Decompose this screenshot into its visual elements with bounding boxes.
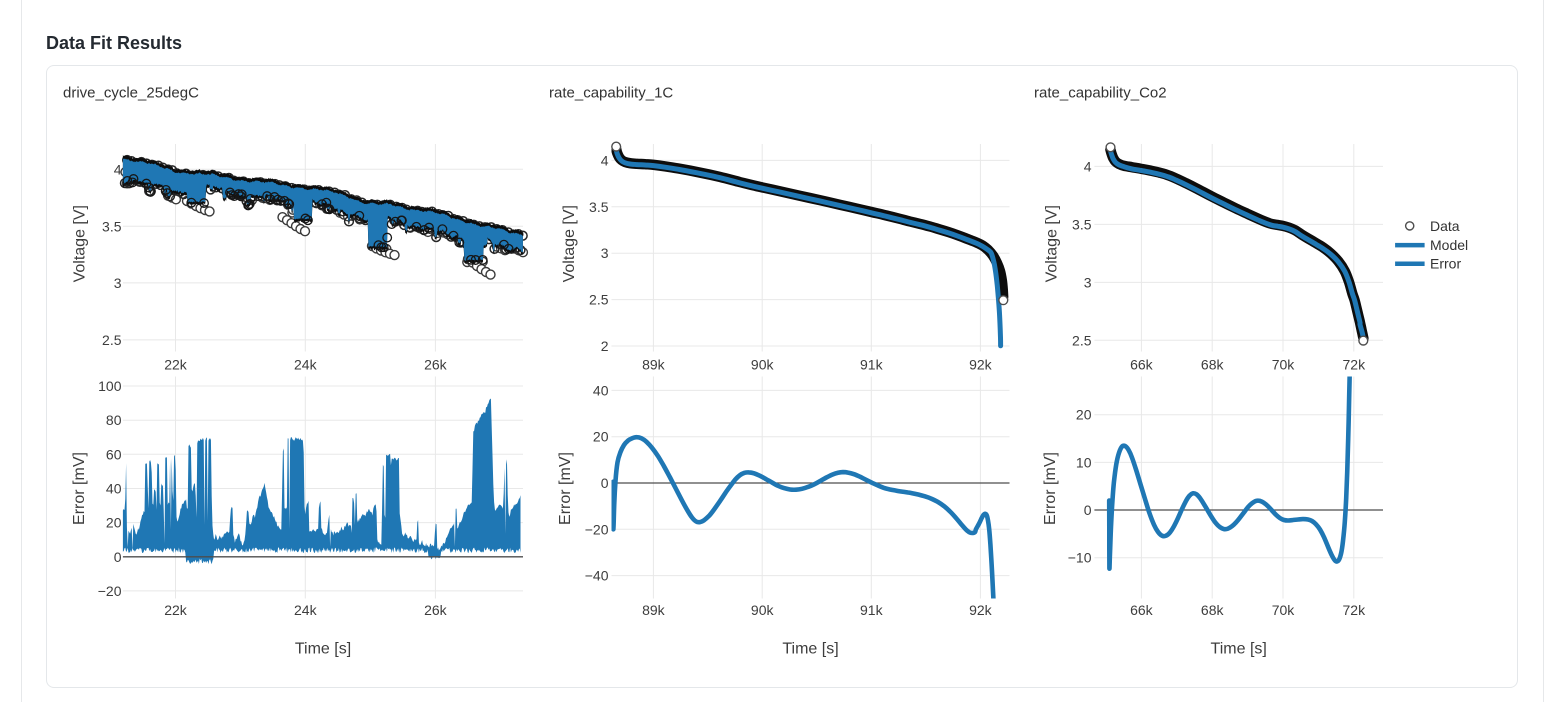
svg-text:rate_capability_1C: rate_capability_1C (549, 85, 673, 102)
svg-text:22k: 22k (164, 357, 188, 373)
svg-text:Error [mV]: Error [mV] (557, 452, 574, 525)
svg-text:2.5: 2.5 (102, 332, 122, 348)
svg-text:72k: 72k (1343, 357, 1367, 373)
svg-text:rate_capability_Co2: rate_capability_Co2 (1034, 85, 1167, 102)
svg-text:70k: 70k (1272, 602, 1296, 618)
svg-text:Time [s]: Time [s] (782, 641, 838, 658)
svg-text:−20: −20 (585, 521, 609, 537)
svg-text:24k: 24k (294, 357, 318, 373)
svg-text:20: 20 (593, 429, 609, 445)
svg-text:Error [mV]: Error [mV] (1042, 452, 1059, 525)
svg-text:Error [mV]: Error [mV] (71, 452, 88, 525)
svg-text:4: 4 (601, 152, 609, 168)
svg-text:100: 100 (98, 378, 122, 394)
svg-text:2.5: 2.5 (1072, 332, 1092, 348)
svg-text:26k: 26k (424, 602, 448, 618)
svg-text:91k: 91k (860, 357, 884, 373)
svg-text:72k: 72k (1343, 602, 1367, 618)
svg-text:3: 3 (114, 275, 122, 291)
svg-text:Error: Error (1430, 256, 1461, 272)
svg-text:20: 20 (1076, 407, 1092, 423)
svg-text:2.5: 2.5 (589, 292, 609, 308)
svg-text:2: 2 (601, 338, 609, 354)
svg-text:Data: Data (1430, 218, 1460, 234)
svg-text:Voltage [V]: Voltage [V] (72, 205, 89, 282)
svg-text:91k: 91k (860, 602, 884, 618)
svg-text:3: 3 (601, 245, 609, 261)
svg-text:92k: 92k (969, 357, 993, 373)
svg-text:22k: 22k (164, 602, 188, 618)
svg-text:Time [s]: Time [s] (1211, 641, 1267, 658)
svg-text:0: 0 (601, 475, 609, 491)
svg-text:66k: 66k (1130, 602, 1154, 618)
svg-text:26k: 26k (424, 357, 448, 373)
svg-text:3: 3 (1084, 274, 1092, 290)
svg-text:3.5: 3.5 (102, 218, 122, 234)
svg-text:0: 0 (114, 549, 122, 565)
svg-text:Model: Model (1430, 237, 1468, 253)
svg-text:68k: 68k (1201, 602, 1225, 618)
svg-text:drive_cycle_25degC: drive_cycle_25degC (63, 85, 199, 102)
svg-text:Voltage [V]: Voltage [V] (1044, 205, 1061, 282)
svg-text:60: 60 (106, 446, 122, 462)
svg-text:40: 40 (593, 382, 609, 398)
svg-text:−20: −20 (98, 583, 122, 599)
svg-text:4: 4 (114, 161, 122, 177)
svg-text:66k: 66k (1130, 357, 1154, 373)
svg-text:80: 80 (106, 412, 122, 428)
svg-text:Voltage [V]: Voltage [V] (561, 205, 578, 282)
svg-text:90k: 90k (751, 602, 775, 618)
svg-text:90k: 90k (751, 357, 775, 373)
svg-text:89k: 89k (642, 602, 666, 618)
svg-text:3.5: 3.5 (1072, 216, 1092, 232)
svg-text:20: 20 (106, 515, 122, 531)
svg-text:70k: 70k (1272, 357, 1296, 373)
svg-text:3.5: 3.5 (589, 199, 609, 215)
svg-text:0: 0 (1084, 502, 1092, 518)
svg-text:4: 4 (1084, 158, 1092, 174)
svg-text:10: 10 (1076, 454, 1092, 470)
svg-text:−40: −40 (585, 568, 609, 584)
svg-text:24k: 24k (294, 602, 318, 618)
svg-text:40: 40 (106, 481, 122, 497)
svg-text:68k: 68k (1201, 357, 1225, 373)
svg-text:92k: 92k (969, 602, 993, 618)
svg-text:Time [s]: Time [s] (295, 641, 351, 658)
svg-text:−10: −10 (1068, 550, 1092, 566)
svg-text:89k: 89k (642, 357, 666, 373)
